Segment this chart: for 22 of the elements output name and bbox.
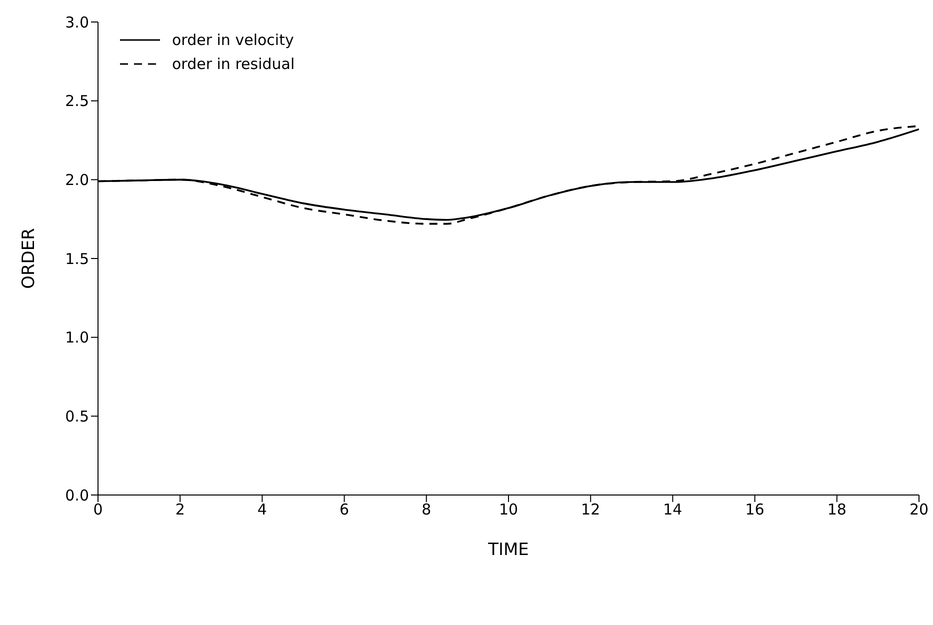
x-tick-label: 4 <box>257 500 267 519</box>
x-tick-label: 16 <box>745 500 764 519</box>
x-axis-title: TIME <box>487 540 529 560</box>
x-tick-label: 6 <box>340 500 350 519</box>
x-tick-label: 2 <box>175 500 185 519</box>
y-tick-label: 0.0 <box>65 486 89 504</box>
y-tick-label: 2.5 <box>65 92 89 110</box>
x-tick-label: 18 <box>827 500 846 519</box>
x-tick-label: 0 <box>93 500 103 519</box>
y-tick-label: 1.0 <box>65 328 89 347</box>
x-tick-label: 10 <box>498 500 518 519</box>
y-tick-label: 2.0 <box>65 170 89 189</box>
y-tick-label: 3.0 <box>65 13 89 32</box>
x-tick-label: 14 <box>663 500 682 519</box>
x-tick-label: 8 <box>422 500 432 519</box>
x-tick-label: 20 <box>909 500 929 519</box>
x-tick-label: 12 <box>581 500 600 519</box>
y-tick-label: 1.5 <box>65 250 89 268</box>
legend-label: order in residual <box>172 55 295 73</box>
y-axis-title: ORDER <box>19 228 40 289</box>
legend-label: order in velocity <box>172 31 294 49</box>
y-tick-label: 0.5 <box>65 407 89 426</box>
